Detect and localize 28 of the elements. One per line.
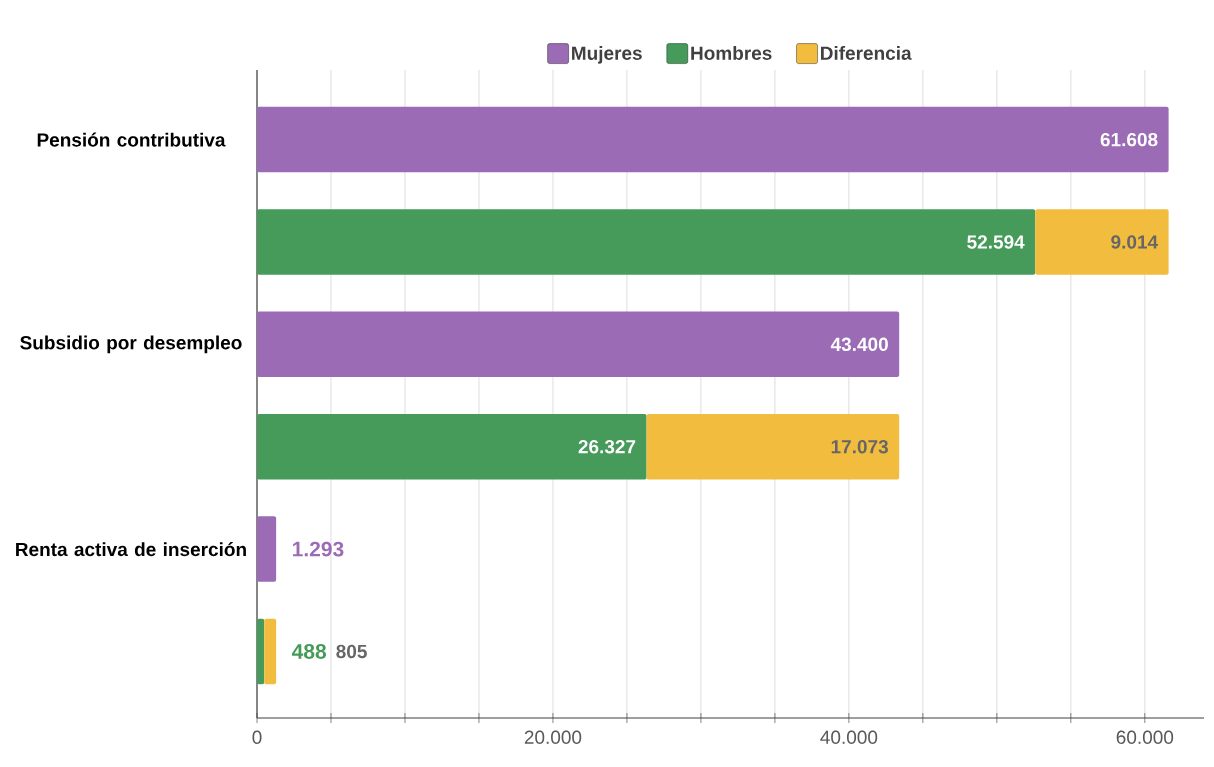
data-label: 17.073 bbox=[831, 439, 888, 454]
bar bbox=[257, 311, 900, 378]
y-tick-label: Subsidio por desempleo bbox=[20, 335, 242, 354]
data-label: 488 bbox=[291, 644, 327, 659]
y-tick-label: Renta activa de inserción bbox=[16, 542, 246, 557]
data-label: 26.327 bbox=[578, 439, 636, 454]
legend-label: Mujeres bbox=[572, 45, 642, 64]
x-tick-label: 0 bbox=[252, 730, 262, 744]
legend-label: Diferencia bbox=[820, 45, 912, 60]
bar bbox=[1035, 209, 1169, 275]
x-tick-label: 60.000 bbox=[1116, 730, 1174, 744]
data-label: 43.400 bbox=[830, 337, 888, 352]
y-tick-label: Pensión contributiva bbox=[37, 132, 226, 147]
bar bbox=[264, 618, 277, 685]
data-label: 52.594 bbox=[967, 235, 1025, 249]
bar bbox=[646, 413, 900, 480]
bar bbox=[257, 516, 277, 582]
bar bbox=[257, 618, 265, 685]
data-label: 805 bbox=[336, 644, 367, 659]
data-label: 9.014 bbox=[1111, 235, 1158, 249]
bar bbox=[257, 209, 1036, 275]
x-tick-label: 20.000 bbox=[524, 730, 582, 744]
legend-label: Hombres bbox=[691, 45, 772, 60]
bar bbox=[257, 413, 647, 480]
data-label: 61.608 bbox=[1100, 132, 1158, 147]
x-tick-label: 40.000 bbox=[820, 730, 878, 744]
data-label: 1.293 bbox=[292, 541, 344, 557]
bar bbox=[257, 106, 1169, 173]
